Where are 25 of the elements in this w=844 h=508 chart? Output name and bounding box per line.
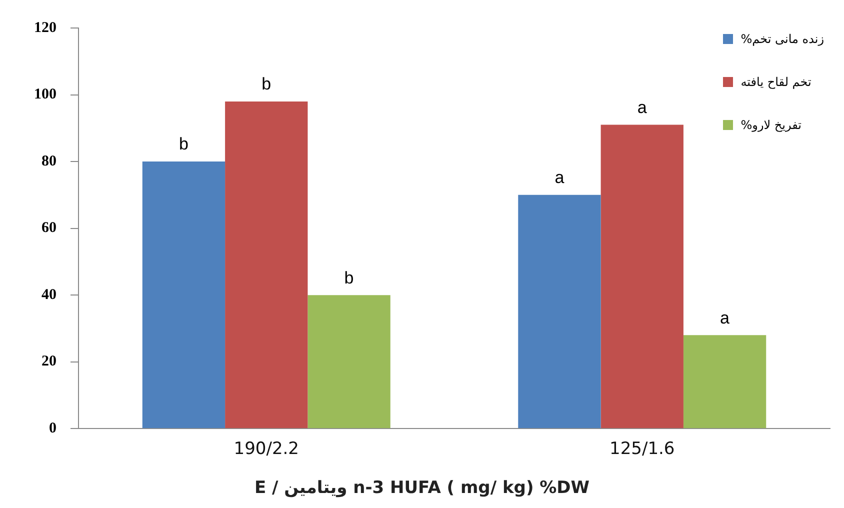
data-label: a [637, 98, 648, 117]
y-tick-label: 20 [42, 354, 56, 370]
y-tick-label: 40 [42, 286, 56, 303]
y-tick-label: 0 [49, 420, 56, 436]
bar [518, 194, 601, 428]
y-tick-label: 120 [34, 20, 56, 36]
legend-label: تفریخ لارو% [740, 118, 802, 132]
data-label: b [178, 134, 188, 154]
x-tick-label: 125/1.6 [610, 439, 675, 460]
bar [142, 162, 226, 428]
bar [600, 124, 684, 428]
data-label: b [344, 268, 354, 288]
bar [683, 335, 766, 428]
y-tick-label: 80 [42, 153, 56, 170]
bar [308, 295, 390, 428]
data-label: a [720, 308, 730, 328]
x-axis-title: E / ویتامین n-3 HUFA ( mg/ kg) %DW [253, 478, 591, 498]
x-tick-label: 190/2.2 [234, 439, 299, 460]
data-label: a [554, 168, 565, 188]
y-tick-label: 100 [34, 86, 56, 103]
bar [225, 101, 308, 428]
y-tick-label: 60 [42, 220, 56, 236]
legend-label: زنده مانی تخم% [740, 32, 824, 46]
data-label: b [262, 74, 272, 94]
legend-label: تخم لقاح یافته [740, 75, 812, 89]
